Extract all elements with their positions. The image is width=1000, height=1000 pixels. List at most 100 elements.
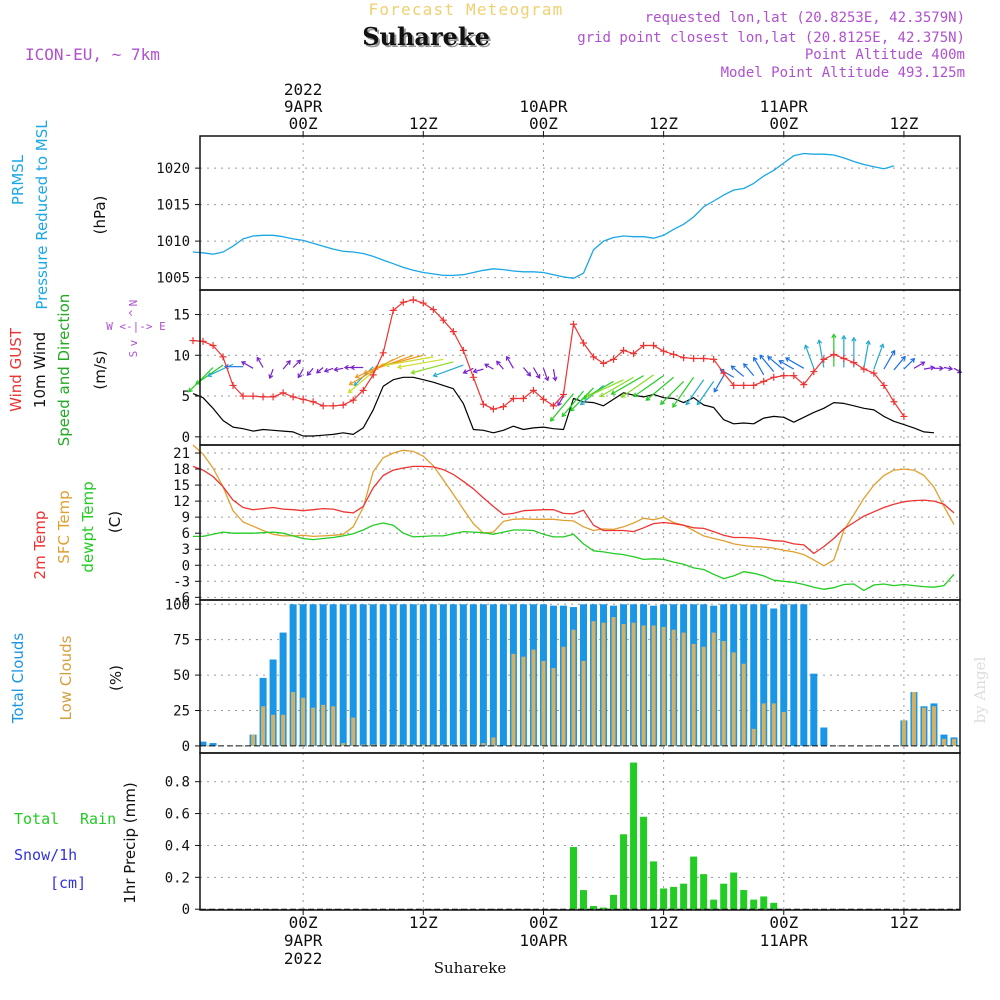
compass-up-arrow: ^	[127, 309, 140, 316]
low-clouds-bar	[921, 707, 926, 746]
top-time-label: 11APR	[760, 97, 809, 116]
wind-arrow-head	[569, 406, 575, 412]
y-tick-label: 10	[173, 348, 190, 364]
wind-arrow-shaft	[743, 363, 755, 377]
low-clouds-bar	[361, 744, 366, 746]
low-clouds-bar	[631, 622, 636, 746]
wind-arrow-head	[188, 387, 193, 393]
low-clouds-bar	[431, 744, 436, 746]
wind-arrow	[903, 357, 916, 370]
wind-arrow-shaft	[397, 358, 444, 368]
wind-arrow-head	[286, 359, 291, 365]
wind-arrow-head	[672, 402, 677, 408]
wind-gust-marker	[379, 349, 387, 357]
rain-label: Rain	[80, 810, 116, 828]
total-clouds-bar	[780, 604, 788, 746]
pressure-msl-label: Pressure Reduced to MSL	[33, 120, 51, 310]
bottom-time-label: 00Z	[769, 913, 798, 932]
wind-gust-marker	[539, 395, 547, 403]
low-clouds-bar	[651, 625, 656, 746]
compass-north: N	[127, 300, 140, 307]
wind-arrow	[778, 360, 795, 370]
low-clouds-bar	[711, 632, 716, 746]
wind-arrow-shaft	[282, 360, 291, 370]
low-clouds-bar	[611, 617, 616, 746]
rain-bar	[760, 896, 768, 910]
grid-point-lonlat: grid point closest lon,lat (20.8125E, 42…	[577, 30, 965, 46]
wind-arrow-shaft	[433, 364, 464, 377]
wind-arrow-head	[831, 333, 837, 339]
wind-gust-marker	[339, 401, 347, 409]
total-clouds-bar	[469, 604, 477, 746]
wind-gust-marker	[610, 355, 618, 363]
wind-gust-marker	[670, 350, 678, 358]
wind-arrow-head	[803, 344, 809, 350]
wind-arrow	[943, 365, 954, 372]
wind-arrow-head	[384, 362, 390, 368]
wind-arrow-head	[759, 354, 765, 360]
wind-arrow-shaft	[633, 375, 664, 397]
wind-arrow-shaft	[923, 366, 935, 370]
wind-gust-marker	[770, 373, 778, 381]
rain-bar	[720, 883, 728, 910]
wind-gust-marker	[569, 320, 577, 328]
wind-arrow	[883, 349, 896, 370]
wind-arrow-shaft	[463, 367, 474, 374]
wind-gust-marker	[860, 365, 868, 373]
bottom-time-label: 12Z	[889, 913, 918, 932]
total-clouds-bar	[299, 604, 307, 746]
wind-arrow-head	[373, 364, 379, 371]
wind-gust-marker	[279, 389, 287, 397]
wind-arrow-shaft	[550, 393, 574, 422]
low-clouds-bar	[551, 668, 556, 746]
wind-arrow-head	[901, 355, 906, 361]
wind-arrow	[188, 367, 214, 393]
y-tick-label: 0.8	[165, 775, 190, 791]
wind-arrow-head	[362, 369, 369, 375]
low-clouds-bar	[521, 656, 526, 746]
wind-arrow	[223, 364, 244, 370]
wind-gust-marker	[469, 373, 477, 381]
wind-arrow-head	[816, 339, 823, 345]
y-tick-label: 1010	[156, 234, 190, 250]
wind-gust-marker	[760, 377, 768, 385]
wind-arrow	[323, 367, 334, 373]
total-clouds-bar	[409, 604, 417, 746]
wind-gust-marker	[479, 400, 487, 408]
wind-gust-marker	[189, 337, 197, 345]
rain-bar	[740, 890, 748, 910]
sfc-temp-label: SFC Temp	[55, 490, 73, 563]
wind-arrow-head	[544, 376, 550, 382]
total-clouds-bar	[399, 604, 407, 746]
wind-arrow-head	[743, 363, 748, 368]
y-tick-label: 12	[173, 494, 190, 510]
rain-bar	[630, 762, 638, 910]
top-time-label: 00Z	[529, 114, 558, 133]
temp-2m-line	[192, 465, 955, 555]
wind-gust-marker	[309, 398, 317, 406]
top-time-label: 12Z	[649, 114, 678, 133]
wind-arrow-shaft	[269, 368, 274, 379]
wind-gust-marker	[840, 355, 848, 363]
wind-arrow	[349, 364, 364, 371]
top-time-label: 2022	[284, 80, 323, 99]
wind-arrow	[713, 375, 725, 393]
low-clouds-label: Low Clouds	[57, 635, 75, 720]
low-clouds-bar	[271, 714, 276, 746]
wind-arrow	[522, 367, 532, 377]
wind-arrow	[496, 360, 504, 370]
wind-gust-marker	[509, 395, 517, 402]
top-time-label: 12Z	[409, 114, 438, 133]
wind-gust-marker	[369, 371, 377, 379]
wind-arrow-shaft	[759, 354, 775, 372]
wind-arrow-head	[306, 371, 312, 376]
wind-arrow-shaft	[903, 358, 915, 370]
wind-arrow-shaft	[873, 344, 884, 370]
low-clouds-bar	[771, 703, 776, 746]
wind-arrow-head	[599, 392, 605, 398]
temp-unit: (C)	[106, 511, 124, 533]
dewpt-temp-line	[193, 522, 955, 592]
top-time-label: 10APR	[519, 97, 568, 116]
wind-arrow	[831, 333, 837, 367]
rain-bar	[680, 883, 688, 910]
